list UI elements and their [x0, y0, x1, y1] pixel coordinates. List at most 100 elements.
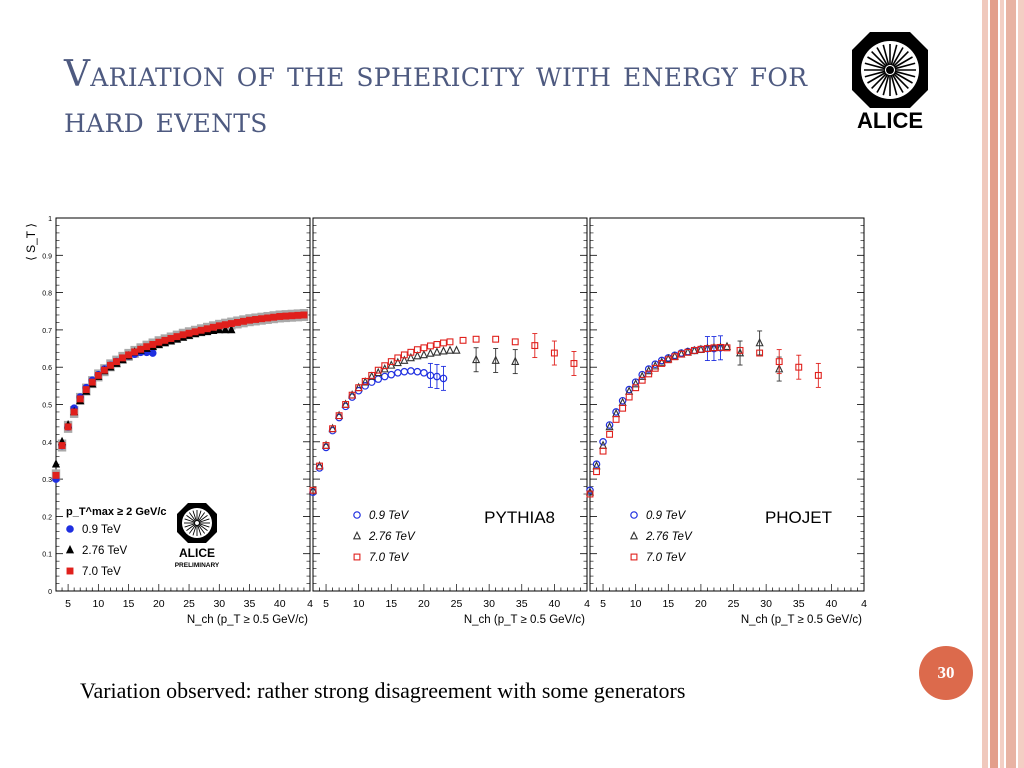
- data-point: [76, 395, 84, 403]
- data-point: [756, 349, 764, 357]
- legend-marker: [352, 530, 362, 540]
- legend-entry-label: 2.76 TeV: [82, 545, 128, 557]
- data-point: [381, 362, 389, 370]
- x-tick-label: 10: [353, 598, 365, 610]
- sphericity-figure: 5 10 15 20 25 30 35 40 4 0 0.1 0.2 0.3 0.4 0.5 0.6 0.7 0.…: [22, 208, 870, 644]
- data-point: [472, 335, 480, 343]
- data-point: [227, 320, 235, 328]
- data-point: [550, 349, 558, 357]
- data-point: [697, 345, 705, 353]
- data-point: [361, 377, 369, 385]
- data-point: [209, 323, 217, 331]
- data-point: [400, 355, 409, 364]
- data-point: [651, 364, 659, 372]
- data-point: [221, 324, 230, 334]
- data-point: [644, 365, 653, 375]
- border-stripe-3: [1000, 0, 1004, 768]
- data-point: [570, 360, 578, 367]
- data-point: [492, 335, 500, 343]
- data-point: [593, 468, 600, 476]
- alice-logo-icon: ALICE: [852, 32, 928, 133]
- data-point: [413, 350, 422, 360]
- data-point: [426, 348, 435, 357]
- data-point: [433, 372, 441, 381]
- data-point: [664, 353, 673, 363]
- plot-frame: [589, 217, 865, 592]
- legend-header: p_T^max ≥ 2 GeV/c: [66, 506, 167, 518]
- data-point: [197, 326, 205, 334]
- data-point: [586, 490, 594, 498]
- legend-entry-label: 7.0 TeV: [369, 552, 410, 564]
- data-point: [612, 408, 620, 416]
- x-tick-label: 10: [92, 598, 104, 610]
- data-point: [387, 358, 395, 366]
- alice-small-logo-text: ALICE: [179, 546, 215, 560]
- data-point: [316, 462, 323, 470]
- data-point: [599, 447, 607, 455]
- legend-marker: [65, 544, 75, 554]
- data-point: [167, 335, 175, 342]
- data-point: [618, 396, 627, 405]
- data-point: [452, 345, 461, 354]
- data-point: [380, 372, 389, 381]
- y-tick-label: 0.1: [42, 552, 52, 559]
- data-point: [387, 370, 396, 379]
- x-tick-label: 25: [451, 598, 463, 610]
- data-point: [348, 391, 356, 399]
- series-2-76-TeV-markers: [308, 345, 520, 494]
- data-point: [420, 368, 428, 377]
- data-point: [413, 346, 421, 354]
- data-point: [173, 333, 181, 341]
- data-point: [276, 313, 284, 320]
- data-point: [294, 311, 302, 319]
- x-tick-label: 30: [760, 598, 772, 610]
- x-tick-label: 10: [630, 598, 642, 610]
- data-point: [335, 412, 343, 420]
- x-axis-label: N_ch (p_T ≥ 0.5 GeV/c): [464, 614, 585, 626]
- data-point: [671, 353, 679, 361]
- data-point: [309, 486, 317, 494]
- legend-entry-label: 0.9 TeV: [82, 524, 121, 536]
- panel-label: PYTHIA8: [484, 508, 555, 527]
- data-point: [406, 352, 415, 362]
- x-tick-label: 4: [584, 598, 590, 610]
- data-point: [605, 421, 614, 429]
- data-point: [161, 336, 169, 344]
- data-point: [149, 340, 157, 348]
- data-point: [638, 376, 646, 384]
- slide-caption: Variation observed: rather strong disagr…: [80, 678, 686, 703]
- data-point: [246, 316, 253, 324]
- data-point: [288, 312, 296, 320]
- data-point: [361, 377, 370, 386]
- chart-panel-pythia8: 5 10 15 20 25 30 35 40 4 N_ch (p_T ≥ 0.5 GeV/c) 0.…: [308, 217, 590, 626]
- data-point: [723, 344, 731, 352]
- data-point: [119, 354, 126, 362]
- alice-preliminary-logo: ALICE PRELIMINARY: [175, 503, 220, 569]
- data-point: [227, 324, 236, 334]
- x-tick-label: 5: [323, 598, 329, 610]
- data-point: [472, 354, 481, 364]
- data-point: [605, 421, 614, 431]
- data-point: [258, 315, 266, 323]
- data-point: [586, 486, 594, 495]
- x-tick-label: 40: [549, 598, 561, 610]
- data-point: [185, 329, 193, 337]
- data-point: [64, 423, 72, 431]
- data-point: [125, 351, 133, 359]
- data-point: [113, 358, 120, 366]
- x-tick-label: 20: [153, 598, 165, 610]
- data-point: [393, 357, 402, 367]
- data-point: [446, 338, 454, 346]
- data-point: [619, 404, 627, 412]
- x-tick-label: 35: [244, 598, 256, 610]
- data-point: [592, 460, 601, 468]
- data-point: [322, 442, 330, 449]
- data-point: [148, 349, 157, 357]
- data-point: [645, 370, 653, 378]
- data-point: [300, 311, 308, 319]
- data-point: [632, 384, 640, 392]
- data-point: [426, 342, 434, 350]
- data-point: [736, 346, 744, 354]
- x-tick-label: 40: [274, 598, 286, 610]
- x-tick-label: 20: [695, 598, 707, 610]
